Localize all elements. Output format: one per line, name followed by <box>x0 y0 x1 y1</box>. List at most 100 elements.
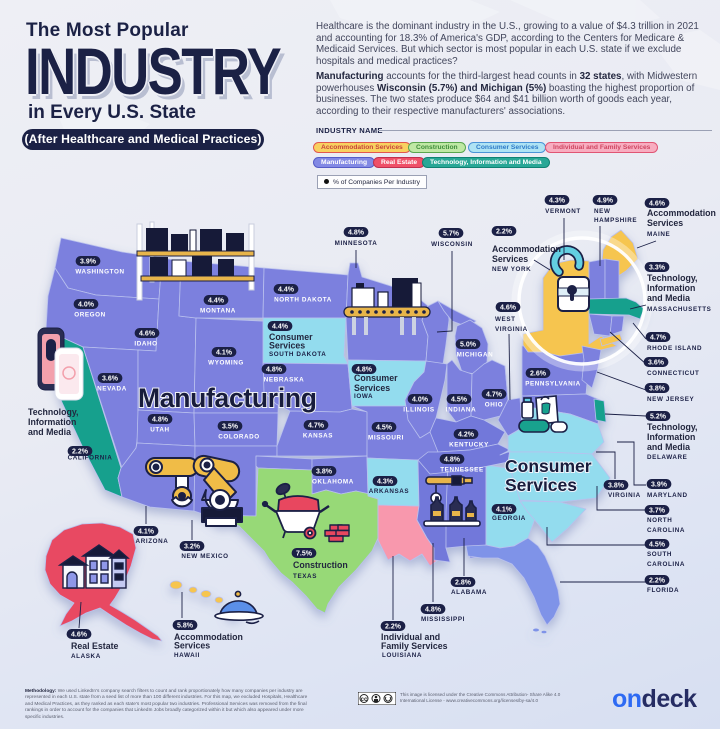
svg-text:2.8%: 2.8% <box>455 580 472 587</box>
svg-text:Information: Information <box>647 432 695 442</box>
svg-text:Real Estate: Real Estate <box>71 641 119 651</box>
svg-text:2.2%: 2.2% <box>72 449 89 456</box>
svg-text:3.9%: 3.9% <box>80 259 97 266</box>
svg-text:cc: cc <box>361 697 368 703</box>
svg-text:Services: Services <box>647 218 683 228</box>
svg-text:5.2%: 5.2% <box>650 414 667 421</box>
svg-text:CONNECTICUT: CONNECTICUT <box>647 370 699 377</box>
svg-text:HAWAII: HAWAII <box>174 652 200 659</box>
svg-text:2.2%: 2.2% <box>385 624 402 631</box>
svg-text:4.8%: 4.8% <box>444 457 461 464</box>
svg-text:WYOMING: WYOMING <box>208 359 244 366</box>
svg-text:ILLINOIS: ILLINOIS <box>403 406 434 413</box>
svg-text:4.4%: 4.4% <box>208 298 225 305</box>
svg-text:OKLAHOMA: OKLAHOMA <box>312 478 354 485</box>
svg-text:3.9%: 3.9% <box>651 482 668 489</box>
svg-text:Services: Services <box>269 341 305 351</box>
svg-text:CAROLINA: CAROLINA <box>647 561 685 568</box>
svg-text:Information: Information <box>28 417 76 427</box>
svg-text:Services: Services <box>354 383 390 393</box>
svg-text:COLORADO: COLORADO <box>218 433 260 440</box>
svg-text:4.8%: 4.8% <box>356 367 373 374</box>
svg-text:MASSACHUSETTS: MASSACHUSETTS <box>647 306 711 313</box>
svg-text:ALABAMA: ALABAMA <box>451 589 487 596</box>
svg-text:Technology,: Technology, <box>647 422 698 432</box>
svg-text:3.8%: 3.8% <box>649 386 666 393</box>
svg-text:Services: Services <box>505 475 577 495</box>
svg-text:Services: Services <box>174 641 210 651</box>
svg-text:WEST: WEST <box>495 316 516 323</box>
svg-text:PENNSYLVANIA: PENNSYLVANIA <box>525 380 581 387</box>
svg-text:NEW YORK: NEW YORK <box>492 266 531 273</box>
svg-text:CALIFORNIA: CALIFORNIA <box>68 455 113 462</box>
svg-text:Consumer: Consumer <box>269 332 313 342</box>
svg-text:3.2%: 3.2% <box>184 544 201 551</box>
svg-text:CAROLINA: CAROLINA <box>647 527 685 534</box>
svg-text:NEVADA: NEVADA <box>97 385 127 392</box>
svg-text:Manufacturing: Manufacturing <box>138 383 317 413</box>
svg-text:TENNESSEE: TENNESSEE <box>440 466 484 473</box>
svg-text:NORTH DAKOTA: NORTH DAKOTA <box>274 296 332 303</box>
svg-text:SOUTH DAKOTA: SOUTH DAKOTA <box>269 351 326 358</box>
svg-text:NEBRASKA: NEBRASKA <box>264 376 304 383</box>
svg-text:7.5%: 7.5% <box>296 551 313 558</box>
svg-text:4.5%: 4.5% <box>376 425 393 432</box>
svg-text:Accommodation: Accommodation <box>492 244 561 254</box>
svg-text:4.1%: 4.1% <box>138 529 155 536</box>
svg-text:4.5%: 4.5% <box>649 542 666 549</box>
svg-text:5.0%: 5.0% <box>460 342 477 349</box>
svg-text:MAINE: MAINE <box>647 231 670 238</box>
svg-text:4.6%: 4.6% <box>71 632 88 639</box>
svg-text:OREGON: OREGON <box>74 311 106 318</box>
svg-text:5.7%: 5.7% <box>443 231 460 238</box>
svg-text:VERMONT: VERMONT <box>545 208 581 215</box>
svg-text:OHIO: OHIO <box>485 401 504 408</box>
svg-text:2.6%: 2.6% <box>530 371 547 378</box>
svg-text:3.3%: 3.3% <box>649 265 666 272</box>
svg-text:IDAHO: IDAHO <box>134 340 157 347</box>
svg-text:4.2%: 4.2% <box>458 432 475 439</box>
svg-text:ARIZONA: ARIZONA <box>136 538 169 545</box>
svg-text:Technology,: Technology, <box>647 273 698 283</box>
svg-text:3.6%: 3.6% <box>102 376 119 383</box>
svg-text:Family Services: Family Services <box>381 641 448 651</box>
svg-text:and Media: and Media <box>647 293 690 303</box>
svg-text:GEORGIA: GEORGIA <box>492 515 526 522</box>
svg-text:NEW MEXICO: NEW MEXICO <box>181 553 228 560</box>
svg-text:MONTANA: MONTANA <box>200 307 236 314</box>
svg-text:TEXAS: TEXAS <box>293 573 317 580</box>
svg-text:4.0%: 4.0% <box>412 397 429 404</box>
svg-text:LOUISIANA: LOUISIANA <box>382 652 422 659</box>
svg-text:4.8%: 4.8% <box>152 417 169 424</box>
svg-text:WASHINGTON: WASHINGTON <box>75 268 124 275</box>
svg-text:Technology,: Technology, <box>28 407 79 417</box>
svg-text:4.8%: 4.8% <box>425 607 442 614</box>
svg-text:DELAWARE: DELAWARE <box>647 454 687 461</box>
svg-text:4.9%: 4.9% <box>597 198 614 205</box>
svg-text:INDIANA: INDIANA <box>446 406 476 413</box>
svg-text:Services: Services <box>492 254 528 264</box>
svg-text:NORTH: NORTH <box>647 517 672 524</box>
svg-text:and Media: and Media <box>28 427 71 437</box>
svg-text:Consumer: Consumer <box>505 456 592 476</box>
svg-text:NEW JERSEY: NEW JERSEY <box>647 396 694 403</box>
svg-text:4.3%: 4.3% <box>549 198 566 205</box>
svg-text:HAMPSHIRE: HAMPSHIRE <box>594 217 637 224</box>
svg-text:Construction: Construction <box>293 560 348 570</box>
svg-text:MICHIGAN: MICHIGAN <box>457 351 494 358</box>
svg-text:RHODE ISLAND: RHODE ISLAND <box>647 345 702 352</box>
svg-text:4.1%: 4.1% <box>216 350 233 357</box>
svg-text:MINNESOTA: MINNESOTA <box>335 240 378 247</box>
svg-text:KANSAS: KANSAS <box>303 432 333 439</box>
svg-text:VIRGINIA: VIRGINIA <box>495 326 528 333</box>
svg-text:4.8%: 4.8% <box>348 230 365 237</box>
svg-text:and Media: and Media <box>647 442 690 452</box>
svg-text:IOWA: IOWA <box>354 393 373 400</box>
svg-text:NEW: NEW <box>594 208 611 215</box>
svg-text:4.4%: 4.4% <box>272 324 289 331</box>
svg-text:5.8%: 5.8% <box>177 623 194 630</box>
svg-text:4.6%: 4.6% <box>139 331 156 338</box>
svg-text:ALASKA: ALASKA <box>71 653 101 660</box>
svg-text:4.1%: 4.1% <box>496 507 513 514</box>
svg-text:3.6%: 3.6% <box>648 360 665 367</box>
